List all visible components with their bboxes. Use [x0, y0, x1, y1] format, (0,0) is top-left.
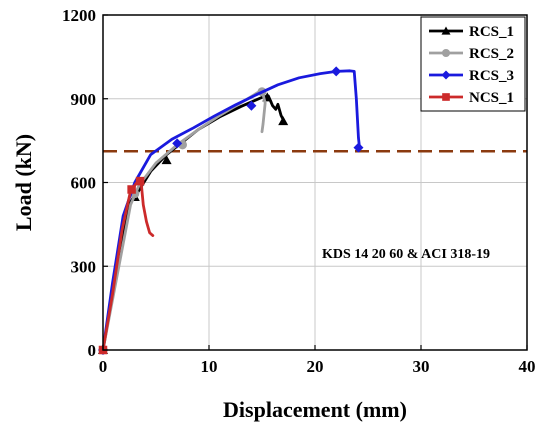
y-tick-label: 300 [71, 257, 97, 276]
x-axis: 0 10 20 30 40 [99, 345, 536, 376]
series-line [101, 88, 267, 352]
series-line [101, 178, 155, 352]
legend-swatch-marker [441, 70, 451, 80]
series-point [246, 100, 257, 111]
x-tick-label: 10 [201, 357, 218, 376]
series-line [101, 69, 361, 352]
x-tick-label: 30 [413, 357, 430, 376]
x-tick-label: 0 [99, 357, 108, 376]
legend-item: RCS_1 [429, 24, 514, 40]
legend-item: NCS_1 [429, 90, 514, 106]
legend-label: RCS_1 [469, 24, 514, 40]
legend-swatch-marker [441, 26, 451, 35]
series-ncs-1 [98, 176, 155, 355]
series-point [161, 155, 172, 165]
x-axis-label: Displacement (mm) [223, 397, 407, 422]
legend-swatch-marker [442, 93, 450, 101]
legend-label: RCS_3 [469, 68, 514, 84]
y-tick-label: 600 [71, 174, 97, 193]
y-tick-label: 1200 [62, 6, 96, 25]
y-tick-label: 900 [71, 90, 97, 109]
legend: RCS_1 RCS_2 RCS_3 NCS_1 [420, 16, 526, 112]
legend-item: RCS_2 [429, 46, 514, 62]
series-point [278, 116, 289, 126]
series-point [135, 176, 145, 186]
series-point [331, 66, 342, 77]
series-point [172, 138, 183, 149]
y-axis-label: Load (kN) [11, 134, 36, 231]
legend-item: RCS_3 [429, 68, 514, 84]
x-tick-label: 40 [519, 357, 536, 376]
legend-swatch-marker [441, 48, 451, 58]
series-point [353, 142, 364, 153]
y-tick-label: 0 [88, 341, 97, 360]
legend-box [420, 16, 526, 112]
legend-label: NCS_1 [469, 90, 514, 106]
legend-label: RCS_2 [469, 46, 514, 62]
series-layer [98, 66, 364, 355]
code-annotation: KDS 14 20 60 & ACI 318-19 [322, 247, 490, 262]
series-point [127, 185, 136, 194]
x-tick-label: 20 [307, 357, 324, 376]
y-axis: 0 300 600 900 1200 [62, 6, 108, 360]
